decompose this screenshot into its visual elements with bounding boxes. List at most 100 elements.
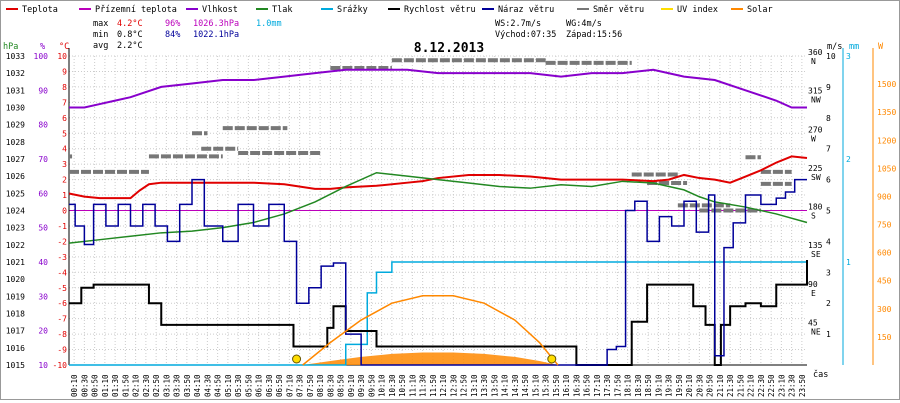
time-tick-label: 22:30 xyxy=(757,374,766,397)
tick-w: 1350 xyxy=(877,108,896,117)
time-tick-label: 11:30 xyxy=(419,374,428,397)
tick-hpa: 1028 xyxy=(6,138,25,147)
stats-min-hum: 84% xyxy=(165,30,180,40)
stats-max-press: 1026.3hPa xyxy=(193,19,239,29)
time-tick-label: 23:30 xyxy=(788,374,797,397)
tick-percent: 70 xyxy=(38,155,48,164)
legend-label: Solar xyxy=(747,5,773,15)
tick-w: 300 xyxy=(877,305,892,314)
time-tick-label: 20:10 xyxy=(685,374,694,397)
time-tick-label: 13:10 xyxy=(470,374,479,397)
time-tick-label: 09:30 xyxy=(357,374,366,397)
time-tick-label: 03:30 xyxy=(173,374,182,397)
tick-w: 750 xyxy=(877,221,892,230)
tick-direction-compass: E xyxy=(811,289,816,298)
legend-label: Vlhkost xyxy=(202,5,238,15)
time-tick-label: 00:30 xyxy=(80,374,89,397)
time-tick-label: 16:50 xyxy=(583,374,592,397)
time-tick-label: 02:50 xyxy=(152,374,161,397)
tick-direction-compass: SE xyxy=(811,250,821,259)
series-vlhkost xyxy=(69,68,807,109)
tick-hpa: 1031 xyxy=(6,86,25,95)
legend-label: UV index xyxy=(677,5,718,15)
time-tick-label: 03:10 xyxy=(162,374,171,397)
stats-min-label: min xyxy=(93,30,108,40)
tick-ms: 7 xyxy=(826,145,831,154)
stats-block: max 4.2°C 96% 1026.3hPa 1.0mm min 0.8°C … xyxy=(93,19,282,51)
time-tick-label: 06:30 xyxy=(265,374,274,397)
tick-ms: 1 xyxy=(826,330,831,339)
time-tick-label: 19:30 xyxy=(665,374,674,397)
tick-celsius: 6 xyxy=(62,114,67,123)
tick-mm: 2 xyxy=(846,155,851,164)
legend-label: Přízemní teplota xyxy=(95,5,177,15)
series-tlak xyxy=(68,171,808,244)
unit-mm: mm xyxy=(849,42,859,52)
tick-direction: 315 xyxy=(808,87,823,96)
series-sr-ky xyxy=(69,261,807,366)
tick-hpa: 1018 xyxy=(6,310,25,319)
tick-hpa: 1022 xyxy=(6,241,25,250)
time-tick-label: 05:30 xyxy=(234,374,243,397)
unit-celsius: °C xyxy=(59,42,69,52)
time-tick-label: 05:10 xyxy=(224,374,233,397)
legend-label: Srážky xyxy=(337,5,368,15)
time-tick-label: 12:10 xyxy=(439,374,448,397)
tick-direction-compass: S xyxy=(811,212,816,221)
sunset-time: Západ:15:56 xyxy=(566,30,622,40)
time-tick-label: 08:30 xyxy=(326,374,335,397)
tick-hpa: 1020 xyxy=(6,275,25,284)
time-tick-label: 23:10 xyxy=(777,374,786,397)
stats-avg-label: avg xyxy=(93,41,108,51)
tick-celsius: 5 xyxy=(62,129,67,138)
tick-hpa: 1019 xyxy=(6,292,25,301)
plot-area xyxy=(68,58,808,366)
tick-w: 1200 xyxy=(877,136,896,145)
unit-time: čas xyxy=(813,369,828,380)
tick-celsius: -1 xyxy=(57,222,67,231)
time-tick-label: 02:30 xyxy=(142,374,151,397)
tick-percent: 30 xyxy=(38,292,48,301)
time-tick-label: 10:30 xyxy=(388,374,397,397)
tick-celsius: -9 xyxy=(57,346,67,355)
axis-unit-labels: hPa % °C m/s mm W čas xyxy=(3,42,884,380)
stats-min-temp: 0.8°C xyxy=(117,30,143,40)
tick-percent: 80 xyxy=(38,121,48,130)
time-tick-label: 06:10 xyxy=(255,374,264,397)
time-tick-label: 17:50 xyxy=(613,374,622,397)
tick-percent: 100 xyxy=(34,52,49,61)
time-tick-label: 22:10 xyxy=(747,374,756,397)
tick-hpa: 1017 xyxy=(6,327,25,336)
legend-swatch xyxy=(186,8,198,10)
time-tick-label: 21:30 xyxy=(726,374,735,397)
series-solar xyxy=(302,294,559,366)
tick-percent: 90 xyxy=(38,86,48,95)
tick-hpa: 1016 xyxy=(6,344,25,353)
stats-avg-temp: 2.2°C xyxy=(117,41,143,51)
legend-swatch xyxy=(6,8,18,10)
time-tick-label: 18:50 xyxy=(644,374,653,397)
tick-percent: 50 xyxy=(38,224,48,233)
tick-hpa: 1027 xyxy=(6,155,25,164)
legend-swatch xyxy=(731,8,743,10)
tick-hpa: 1025 xyxy=(6,189,25,198)
time-tick-label: 16:10 xyxy=(562,374,571,397)
tick-direction: 270 xyxy=(808,125,823,134)
time-tick-label: 00:10 xyxy=(70,374,79,397)
tick-celsius: 9 xyxy=(62,67,67,76)
time-tick-label: 09:10 xyxy=(347,374,356,397)
time-tick-label: 13:30 xyxy=(480,374,489,397)
time-tick-label: 05:50 xyxy=(244,374,253,397)
tick-hpa: 1029 xyxy=(6,121,25,130)
chart-title: 8.12.2013 xyxy=(414,41,484,56)
tick-mm: 3 xyxy=(846,52,851,61)
tick-celsius: -3 xyxy=(57,253,67,262)
time-tick-label: 15:30 xyxy=(542,374,551,397)
tick-celsius: 1 xyxy=(62,191,67,200)
tick-celsius: 0 xyxy=(62,207,67,216)
time-tick-label: 08:10 xyxy=(316,374,325,397)
time-tick-label: 12:30 xyxy=(449,374,458,397)
tick-ms: 5 xyxy=(826,207,831,216)
